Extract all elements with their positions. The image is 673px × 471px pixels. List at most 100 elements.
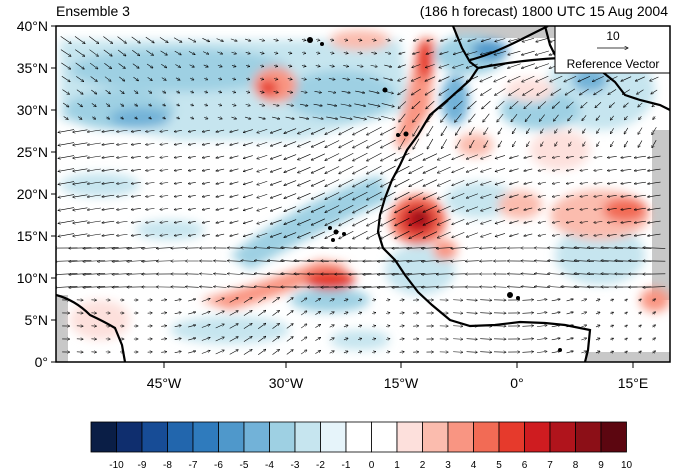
wind-vector-arrow <box>508 75 521 82</box>
wind-vector-arrow <box>508 38 520 41</box>
wind-vector-arrow <box>381 191 396 200</box>
wind-vector-arrow <box>468 38 477 42</box>
wind-vector-arrow <box>583 128 586 134</box>
wind-vector-arrow <box>216 220 225 223</box>
wind-vector-arrow <box>480 352 492 353</box>
wind-vector-arrow <box>160 143 169 144</box>
wind-vector-arrow <box>634 233 646 236</box>
wind-vector-arrow <box>409 231 424 238</box>
wind-vector-arrow <box>131 169 141 170</box>
wind-vector-arrow <box>213 274 227 275</box>
x-tick-label: 0° <box>510 375 523 391</box>
wind-vector-arrow <box>73 129 88 132</box>
wind-vector-arrow <box>258 297 266 303</box>
coastlines <box>56 26 670 362</box>
wind-vector-arrow <box>437 192 451 199</box>
wind-vector-arrow <box>56 261 78 262</box>
wind-vector-arrow <box>624 115 628 120</box>
wind-vector-arrow <box>344 40 348 41</box>
wind-vector-arrow <box>102 207 115 210</box>
wind-vector-arrow <box>174 351 182 352</box>
wind-vector-arrow <box>566 299 574 302</box>
wind-vector-arrow <box>297 218 311 225</box>
wind-vector-arrow <box>343 299 348 301</box>
wind-vector-arrow <box>470 139 475 148</box>
colorbar-label: -5 <box>240 460 249 471</box>
wind-vector-arrow <box>132 50 140 55</box>
wind-vector-arrow <box>437 153 451 160</box>
wind-vector-arrow <box>284 128 297 134</box>
wind-vector-arrow <box>160 208 169 209</box>
wind-vector-arrow <box>512 128 516 134</box>
wind-vector-arrow <box>452 154 465 159</box>
wind-vector-arrow <box>272 297 279 303</box>
wind-vector-arrow <box>231 117 236 119</box>
wind-vector-arrow <box>284 154 297 160</box>
wind-vector-arrow <box>607 221 617 222</box>
map-plot-area <box>56 26 670 362</box>
reference-vector-legend: 10 Reference Vector <box>554 25 671 74</box>
wind-vector-arrow <box>230 220 239 223</box>
wind-vector-arrow <box>161 300 167 301</box>
wind-vector-arrow <box>285 116 295 119</box>
wind-vector-arrow <box>87 207 101 210</box>
wind-vector-arrow <box>453 300 463 301</box>
wind-vector-arrow <box>550 75 563 82</box>
wind-vector-arrow <box>311 166 325 173</box>
wind-vector-arrow <box>314 91 321 92</box>
wind-vector-arrow <box>498 140 503 147</box>
wind-vector-arrow <box>61 75 70 82</box>
wind-vector-arrow <box>171 248 186 249</box>
wind-vector-arrow <box>311 218 325 225</box>
y-tick-label: 0° <box>35 354 48 370</box>
wind-vector-arrow <box>409 153 424 160</box>
wind-vector-arrow <box>615 261 638 262</box>
wind-vector-arrow <box>566 169 574 170</box>
colorbar-swatch <box>192 421 219 453</box>
wind-vector-arrow <box>596 115 601 121</box>
wind-vector-arrow <box>381 230 396 239</box>
wind-vector-arrow <box>383 77 392 80</box>
wind-vector-arrow <box>638 127 643 135</box>
wind-vector-arrow <box>339 166 354 173</box>
wind-vector-arrow <box>311 205 325 212</box>
wind-vector-arrow <box>203 65 209 67</box>
wind-vector-arrow <box>581 325 586 327</box>
wind-vector-arrow <box>301 40 306 41</box>
wind-vector-arrow <box>411 76 421 81</box>
wind-vector-arrow <box>176 91 179 93</box>
wind-vector-arrow <box>580 221 589 222</box>
wind-vector-arrow <box>215 324 225 329</box>
wind-vector-arrow <box>146 182 155 183</box>
colorbar-swatch <box>167 421 194 453</box>
wind-vector-arrow <box>580 195 589 196</box>
wind-vector-arrow <box>453 51 463 55</box>
wind-vector-arrow <box>243 310 252 316</box>
wind-vector-arrow <box>213 287 227 288</box>
wind-vector-arrow <box>162 91 165 93</box>
wind-vector-arrow <box>398 76 407 81</box>
wind-vector-arrow <box>97 287 119 288</box>
wind-vector-arrow <box>426 51 435 54</box>
wind-vector-arrow <box>399 113 406 122</box>
wind-vector-arrow <box>190 91 193 93</box>
wind-vector-arrow <box>342 78 350 79</box>
wind-vector-arrow <box>232 91 236 92</box>
wind-vector-arrow <box>131 156 141 157</box>
reference-vector-caption: Reference Vector <box>567 57 660 71</box>
wind-vector-arrow <box>343 351 348 353</box>
wind-vector-arrow <box>188 195 196 196</box>
wind-vector-arrow <box>509 207 519 211</box>
wind-vector-arrow <box>294 247 315 248</box>
colorbar-label: -6 <box>214 460 223 471</box>
wind-vector-arrow <box>534 261 550 262</box>
wind-vector-arrow <box>188 156 196 157</box>
wind-vector-arrow <box>307 261 329 262</box>
wind-vector-arrow <box>594 156 603 157</box>
wind-vector-arrow <box>335 248 358 249</box>
wind-vector-arrow <box>647 168 661 171</box>
wind-vector-arrow <box>339 140 354 147</box>
africa-north-coast <box>477 56 670 111</box>
wind-vector-arrow <box>509 233 519 237</box>
